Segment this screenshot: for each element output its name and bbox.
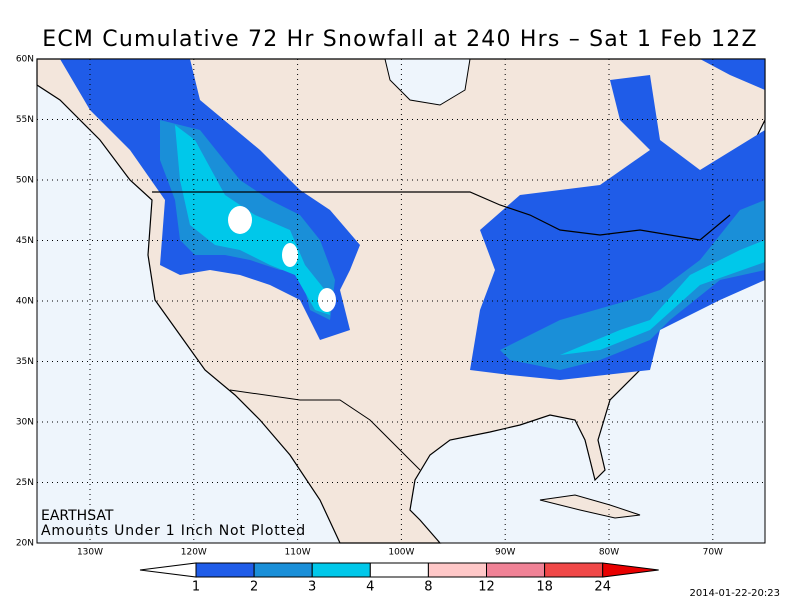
latitude-label: 30N	[16, 418, 34, 428]
colorbar-label: 8	[424, 580, 432, 595]
colorbar-label: 4	[366, 580, 374, 595]
colorbar-segment	[311, 562, 371, 578]
latitude-label: 55N	[16, 115, 34, 125]
us-canada-border	[152, 191, 731, 241]
colorbar-label: 24	[594, 580, 611, 595]
annotation: EARTHSAT	[41, 508, 114, 524]
map-title: ECM Cumulative 72 Hr Snowfall at 240 Hrs…	[42, 27, 758, 52]
longitude-label: 80W	[599, 548, 619, 558]
latitude-label: 60N	[16, 55, 34, 65]
snow-west-3	[175, 125, 330, 315]
longitude-label: 110W	[285, 548, 311, 558]
timestamp: 2014-01-22-20:23	[689, 588, 780, 599]
colorbar-segment	[544, 562, 604, 578]
snowfall-areas	[60, 59, 765, 380]
colorbar-label: 1	[192, 580, 200, 595]
frame-border	[36, 58, 766, 544]
colorbar-end	[602, 562, 659, 578]
snow-west-heavy	[228, 206, 252, 234]
colorbar-label: 12	[478, 580, 495, 595]
graticule	[37, 58, 765, 544]
longitude-label: 120W	[181, 548, 207, 558]
snow-east-2	[500, 200, 765, 370]
colorbar-segment	[253, 562, 313, 578]
latitude-label: 25N	[16, 478, 34, 488]
map-frame: EARTHSAT Amounts Under 1 Inch Not Plotte…	[36, 58, 766, 544]
latitude-label: 45N	[16, 236, 34, 246]
colorbar-segment	[369, 562, 429, 578]
snow-west-heavy	[318, 288, 336, 312]
snow-west-heavy	[282, 243, 298, 267]
longitude-label: 100W	[388, 548, 414, 558]
latitude-label: 50N	[16, 176, 34, 186]
colorbar: 1 2 3 4 8 12 18 24	[139, 562, 659, 595]
colorbar-segment	[195, 562, 255, 578]
latitude-label: 40N	[16, 297, 34, 307]
colorbar-end	[139, 562, 197, 578]
colorbar-label: 3	[308, 580, 316, 595]
colorbar-label: 18	[536, 580, 553, 595]
longitude-label: 130W	[77, 548, 103, 558]
snow-northeast	[700, 59, 765, 90]
snow-east	[470, 75, 765, 380]
us-mexico-border	[229, 389, 421, 471]
cuba	[539, 494, 641, 519]
longitude-label: 70W	[703, 548, 723, 558]
annotation: Amounts Under 1 Inch Not Plotted	[41, 523, 306, 539]
latitude-label: 20N	[16, 539, 34, 549]
colorbar-label: 2	[250, 580, 258, 595]
colorbar-segment	[486, 562, 546, 578]
latitude-label: 35N	[16, 357, 34, 367]
longitude-label: 90W	[495, 548, 515, 558]
colorbar-segment	[427, 562, 487, 578]
snow-east-3	[560, 240, 765, 355]
